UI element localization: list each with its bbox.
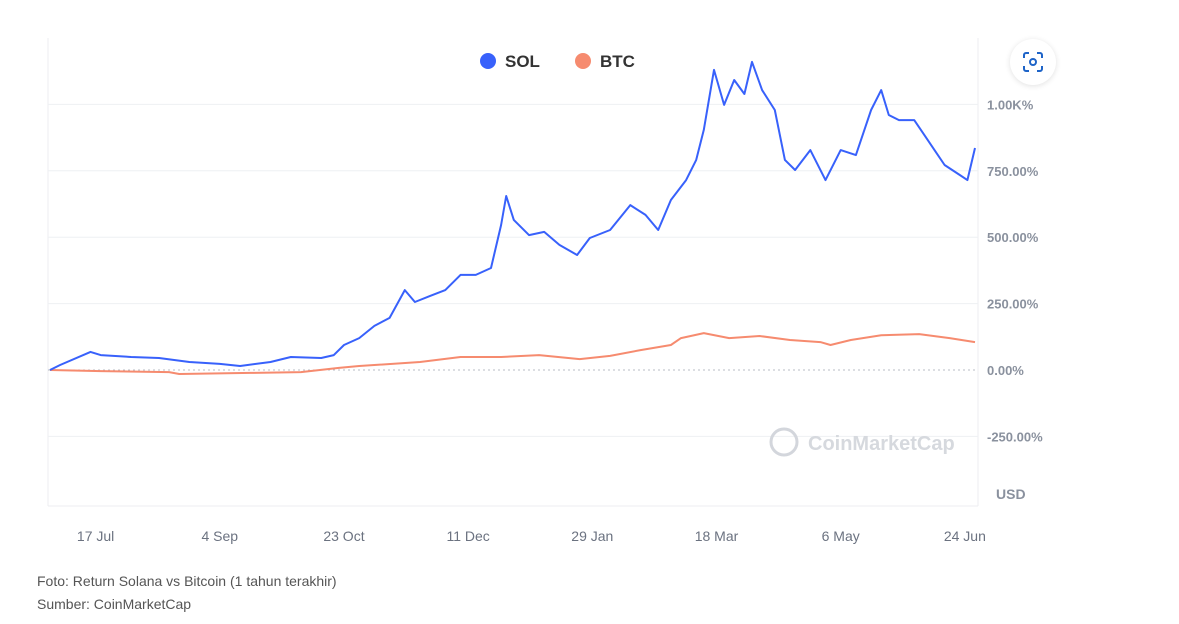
legend-label-btc: BTC [600,52,635,71]
expand-button[interactable] [1010,39,1056,85]
x-tick-label: 18 Mar [695,528,739,544]
watermark-logo-icon [769,427,799,457]
x-tick-label: 17 Jul [77,528,114,544]
y-tick-label: 250.00% [987,297,1039,312]
x-tick-label: 23 Oct [323,528,364,544]
legend-marker-btc [575,53,591,69]
y-axis-label: USD [996,486,1026,502]
x-tick-label: 29 Jan [571,528,613,544]
y-tick-label: -250.00% [987,429,1043,444]
x-tick-label: 6 May [822,528,860,544]
series-line-btc [49,332,976,375]
fullscreen-icon [1023,52,1043,72]
x-tick-label: 11 Dec [446,528,489,544]
x-tick-label: 24 Jun [944,528,986,544]
watermark-text: CoinMarketCap [808,433,955,455]
y-tick-label: 500.00% [987,230,1039,245]
series-line-sol [49,60,976,371]
caption-source: Sumber: CoinMarketCap [37,596,192,612]
caption-title: Foto: Return Solana vs Bitcoin (1 tahun … [37,573,337,589]
y-tick-label: 0.00% [987,363,1024,378]
x-tick-label: 4 Sep [201,528,238,544]
legend-marker-sol [480,53,496,69]
y-tick-label: 1.00K% [987,97,1034,112]
legend-label-sol: SOL [505,52,540,71]
y-tick-label: 750.00% [987,164,1039,179]
